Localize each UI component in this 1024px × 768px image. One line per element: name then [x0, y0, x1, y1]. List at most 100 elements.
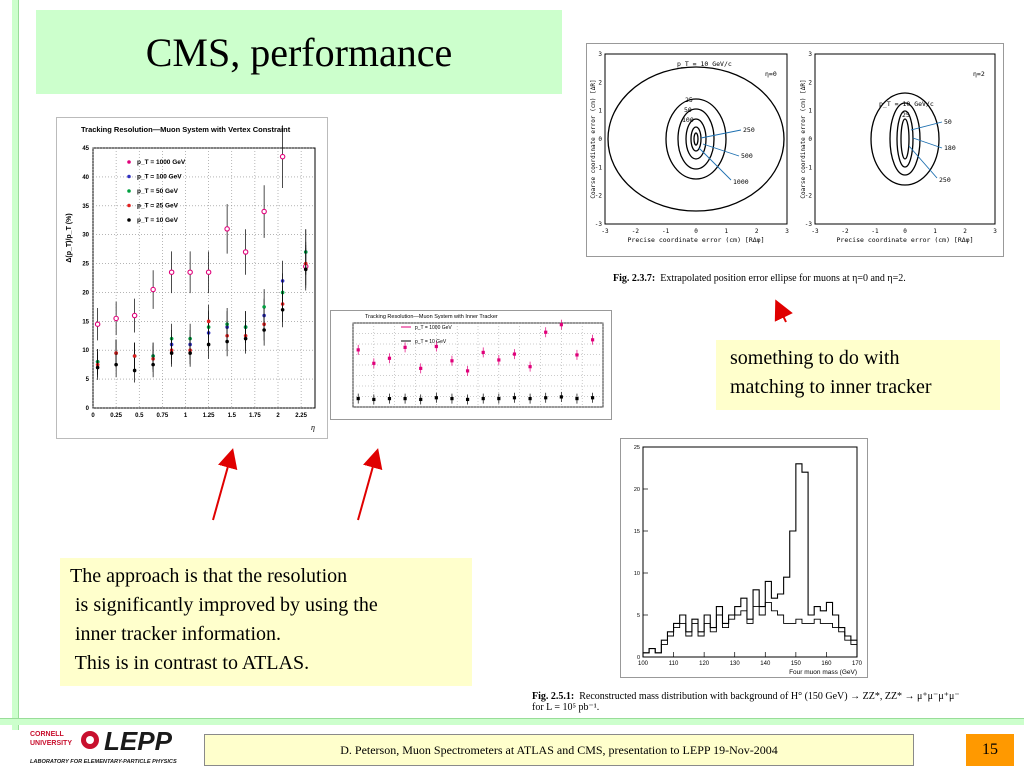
chart1-y-tick-label: 10: [82, 348, 89, 354]
ellipse-x-tick-label: -3: [601, 228, 609, 235]
chart1-x-tick-label: 1: [184, 413, 188, 419]
resolution-chart-inner-tracker: Tracking Resolution—Muon System with Inn…: [330, 310, 612, 420]
chart1-x-tick-label: 1.25: [203, 413, 215, 419]
chart2-data-point: [450, 359, 454, 363]
chart2-data-point: [481, 350, 485, 354]
page-number: 15: [966, 734, 1014, 766]
ellipse-x-tick-label: 0: [903, 228, 907, 235]
chart2-data-point: [528, 397, 532, 401]
footer-citation: D. Peterson, Muon Spectrometers at ATLAS…: [204, 734, 914, 766]
ellipse-y-tick-label: -3: [595, 221, 603, 228]
resolution-chart-vertex: Tracking Resolution—Muon System with Ver…: [56, 117, 328, 439]
ellipse-contour-pointer: [908, 145, 938, 179]
chart1-data-point: [280, 307, 285, 312]
ellipse-contour-label: 180: [944, 144, 956, 152]
chart2-legend-label: p_T = 10 GeV: [415, 339, 447, 345]
note-approach-line-3: inner tracker information.: [70, 623, 282, 645]
chart3-x-tick-label: 130: [730, 661, 741, 667]
ellipse-y-tick-label: -1: [595, 164, 603, 171]
ellipse-x-tick-label: -1: [871, 228, 879, 235]
chart1-data-point: [279, 153, 286, 160]
chart1-data-point: [114, 362, 118, 367]
note-approach-line-4: This is in contrast to ATLAS.: [70, 652, 310, 674]
chart1-data-point: [242, 249, 249, 255]
note-inner-tracker: something to do with matching to inner t…: [716, 340, 1000, 410]
logo-cornell: CORNELL: [30, 731, 65, 738]
ellipse-contour: [665, 98, 727, 180]
chart1-legend-label: p_T = 50 GeV: [137, 188, 179, 195]
chart2-data-point: [387, 397, 392, 401]
ellipse-y-tick-label: 1: [808, 108, 812, 115]
ellipse-figure: -3 -2 -1 0 1 2 3 -3 -2 -1 0 1 2 3 Precise coordinate e…: [586, 43, 1004, 257]
chart1-legend-marker: [127, 203, 131, 208]
chart1-data-point: [206, 342, 211, 347]
ellipse-contour: [889, 102, 921, 176]
ellipse-contour-label: 25: [685, 96, 693, 104]
chart1-x-tick-label: 1.5: [228, 413, 237, 419]
chart3-x-tick-label: 100: [638, 661, 649, 667]
chart2-data-point: [590, 396, 595, 400]
chart2-data-point: [559, 323, 563, 327]
ellipse-contour: [607, 66, 785, 212]
ellipse-y-tick-label: 0: [598, 136, 602, 143]
ellipse-caption-label: Fig. 2.3.7:: [613, 273, 656, 284]
chart3-histogram-series: [642, 601, 858, 657]
chart2-data-point: [465, 369, 470, 373]
ellipse-contour-label: 50: [684, 106, 692, 114]
chart1-data-point: [113, 315, 119, 322]
chart2-data-point: [512, 396, 517, 400]
chart2-data-point: [387, 356, 392, 360]
chart1-data-point: [261, 208, 267, 215]
ellipse-contour: [690, 126, 702, 152]
chart1-data-point: [224, 226, 230, 232]
ellipse-panel-frame: [814, 53, 996, 225]
logo-lepp: LEPP: [104, 726, 173, 756]
chart1-data-point: [94, 321, 101, 327]
chart1-legend-marker: [127, 189, 131, 193]
chart1-data-point: [262, 305, 266, 309]
chart1-data-point: [169, 351, 174, 355]
ellipse-x-label: Precise coordinate error (cm) [RΔφ]: [628, 236, 765, 244]
ellipse-contour-label: 100: [682, 116, 694, 124]
resolution-chart-inner-tracker-svg: Tracking Resolution—Muon System with Inn…: [352, 314, 604, 408]
chart3-x-tick-label: 120: [699, 661, 710, 667]
chart1-data-point: [205, 269, 212, 275]
chart2-data-point: [559, 395, 563, 399]
ellipse-y-tick-label: -2: [805, 193, 813, 200]
chart1-x-label: η: [311, 423, 315, 432]
note-approach-line-2: is significantly improved by using the: [70, 594, 378, 616]
chart2-data-point: [372, 361, 376, 365]
chart2-title: Tracking Resolution—Muon System with Inn…: [365, 314, 498, 320]
chart1-title: Tracking Resolution—Muon System with Ver…: [81, 125, 291, 134]
chart1-legend-marker: [127, 218, 131, 222]
ellipse-y-tick-label: 1: [598, 108, 602, 115]
chart2-data-point: [575, 397, 579, 401]
chart1-legend-label: p_T = 1000 GeV: [137, 159, 186, 166]
arrow-to-ellipse-figure: [774, 299, 793, 323]
logo-subtitle: LABORATORY FOR ELEMENTARY-PARTICLE PHYSI…: [30, 759, 177, 765]
chart2-data-point: [403, 397, 407, 401]
ellipse-caption-text: Extrapolated position error ellipse for …: [660, 273, 906, 284]
logo-university: UNIVERSITY: [30, 740, 72, 747]
chart2-legend-label: p_T = 1000 GeV: [415, 325, 452, 331]
frame-vertical-line: [12, 0, 19, 730]
ellipse-eta-label: η=2: [973, 70, 985, 78]
chart1-legend-label: p_T = 10 GeV: [137, 217, 179, 224]
ellipse-y-tick-label: -1: [805, 164, 813, 171]
ellipse-contour: [685, 118, 707, 160]
chart1-y-label: Δ(p_T)/p_T (%): [66, 213, 73, 262]
chart3-x-label: Four muon mass (GeV): [789, 669, 857, 676]
mass-caption: Fig. 2.5.1: Reconstructed mass distribut…: [532, 691, 972, 713]
chart1-y-tick-label: 40: [82, 175, 89, 181]
chart3-y-tick-label: 0: [637, 655, 640, 661]
chart2-data-point: [512, 352, 517, 356]
ellipse-caption: Fig. 2.3.7: Extrapolated position error …: [613, 273, 1003, 284]
chart1-data-point: [132, 354, 137, 358]
chart3-x-tick-label: 140: [760, 661, 771, 667]
chart3-y-tick-label: 15: [634, 529, 640, 535]
chart1-legend-label: p_T = 25 GeV: [137, 203, 179, 210]
chart2-data-point: [497, 358, 501, 362]
ellipse-contour-label: 500: [741, 152, 753, 160]
chart1-data-point: [168, 269, 175, 275]
chart2-data-point: [434, 344, 438, 349]
